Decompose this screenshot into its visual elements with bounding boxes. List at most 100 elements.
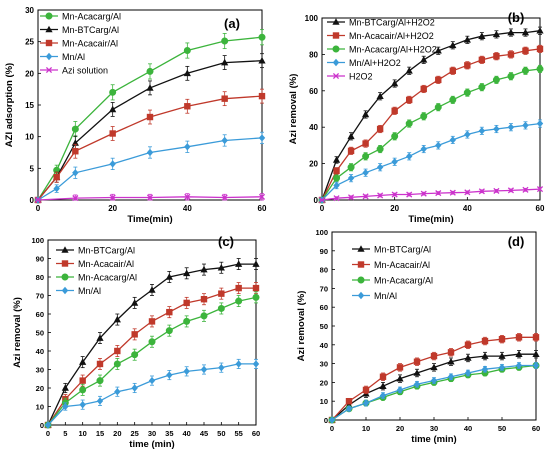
y-tick-label: 100 <box>31 236 44 245</box>
data-point <box>146 113 154 121</box>
y-tick-label: 100 <box>315 228 328 237</box>
legend-marker <box>357 291 365 300</box>
data-point <box>318 196 326 204</box>
x-tick-label: 25 <box>130 429 138 438</box>
chart-panel-b: 0 20 40 60 80 100 0 20 40 60 Time(min) Azi removal … <box>288 10 545 225</box>
data-point <box>463 36 471 43</box>
data-point <box>183 299 190 307</box>
data-point <box>515 361 523 370</box>
data-point <box>515 334 523 341</box>
data-point <box>391 191 398 198</box>
panel-label: (b) <box>508 10 525 25</box>
y-tick-label: 25 <box>25 38 34 47</box>
legend-label: Mn-Acacarg/Al <box>374 276 433 286</box>
data-point <box>131 299 139 306</box>
data-point <box>252 284 260 292</box>
series-4 <box>318 186 544 204</box>
data-point <box>200 312 208 320</box>
data-point <box>464 189 471 196</box>
series-3 <box>318 119 544 204</box>
data-point <box>200 265 208 273</box>
y-tick-label: 0 <box>314 196 319 205</box>
y-tick-label: 80 <box>320 266 328 275</box>
data-point <box>252 360 260 368</box>
data-point <box>79 358 87 365</box>
data-point <box>449 41 457 49</box>
series-line <box>37 137 263 201</box>
legend-label: Mn-Acacair/Al <box>78 259 134 269</box>
data-point <box>478 83 486 91</box>
data-point <box>493 187 500 194</box>
y-tick-label: 70 <box>36 292 44 301</box>
x-marker-stroke <box>34 196 42 204</box>
data-point <box>420 145 427 153</box>
data-point <box>183 47 191 55</box>
x-tick-label: 50 <box>498 424 506 433</box>
y-tick-label: 60 <box>320 303 328 312</box>
data-point <box>435 76 442 84</box>
data-point <box>420 112 428 120</box>
x-marker-stroke <box>332 72 340 80</box>
series-0 <box>328 350 540 423</box>
data-point <box>515 350 523 357</box>
data-point <box>109 160 116 168</box>
data-point <box>114 388 121 396</box>
x-marker-stroke <box>464 189 471 196</box>
data-point <box>420 190 427 197</box>
x-tick-label: 0 <box>36 204 41 213</box>
x-marker-stroke <box>333 195 340 202</box>
legend-marker <box>45 39 53 47</box>
data-point <box>532 361 540 370</box>
data-point <box>235 297 243 305</box>
data-point <box>391 79 399 87</box>
x-marker-stroke <box>184 193 191 200</box>
series-1 <box>44 282 260 429</box>
data-point <box>464 354 472 361</box>
x-tick-label: 55 <box>234 429 242 438</box>
data-point <box>235 360 242 368</box>
x-marker-stroke <box>478 188 485 195</box>
data-point <box>131 384 138 392</box>
panel-label: (c) <box>218 234 234 249</box>
legend-marker <box>332 45 340 53</box>
data-point <box>449 136 456 144</box>
data-point <box>333 167 340 175</box>
data-point <box>221 37 229 45</box>
legend-marker <box>61 260 69 267</box>
data-point <box>146 84 154 91</box>
y-tick-label: 5 <box>30 164 35 173</box>
series-2 <box>34 88 266 204</box>
data-point <box>379 373 387 380</box>
data-point <box>362 110 370 118</box>
panel-label: (a) <box>224 16 240 31</box>
x-tick-label: 30 <box>430 424 438 433</box>
data-point <box>258 92 266 100</box>
data-point <box>492 30 500 38</box>
data-point <box>79 400 86 409</box>
data-point <box>379 382 387 389</box>
x-marker-stroke <box>318 196 326 204</box>
y-tick-label: 10 <box>320 397 328 406</box>
data-point <box>447 373 455 381</box>
data-point <box>376 125 384 133</box>
legend-label: Mn-BTCarg/Al+H2O2 <box>349 18 435 28</box>
data-point <box>413 380 421 388</box>
series-line <box>47 363 256 426</box>
data-point <box>71 125 79 133</box>
x-marker-stroke <box>109 194 116 201</box>
y-tick-label: 90 <box>320 247 328 256</box>
data-point <box>492 76 500 84</box>
y-tick-label: 15 <box>25 101 34 110</box>
data-point <box>53 184 60 193</box>
data-point <box>252 260 260 267</box>
data-point <box>536 65 544 73</box>
x-axis-title: Time(min) <box>127 214 172 225</box>
series-line <box>321 188 541 201</box>
series-line <box>37 95 263 201</box>
data-point <box>113 315 121 323</box>
y-tick-label: 100 <box>305 14 319 23</box>
data-point <box>333 181 340 190</box>
data-point <box>362 193 369 200</box>
series-2 <box>44 291 260 429</box>
